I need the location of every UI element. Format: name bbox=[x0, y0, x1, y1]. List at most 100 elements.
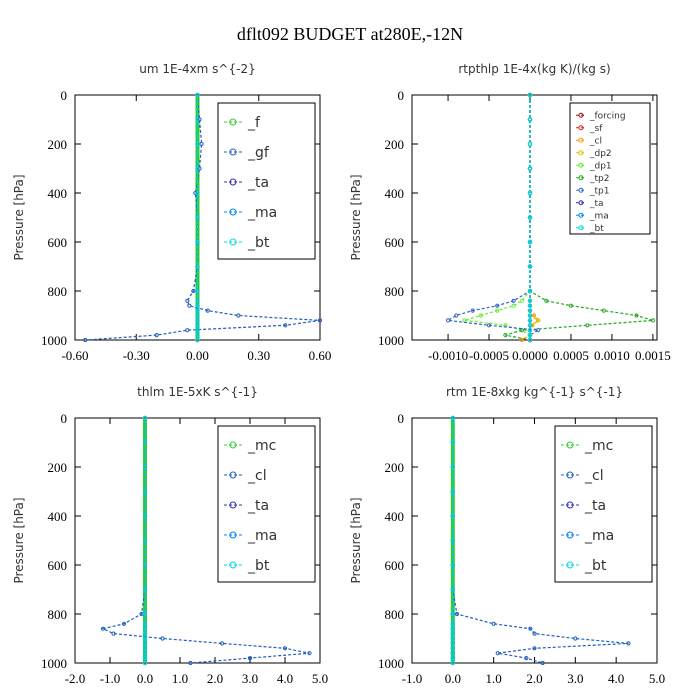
series-marker bbox=[536, 328, 541, 333]
series-marker bbox=[519, 328, 524, 333]
series-marker bbox=[450, 587, 455, 592]
y-tick-label: 800 bbox=[385, 284, 405, 299]
series-marker bbox=[142, 513, 148, 519]
series-marker bbox=[450, 562, 455, 568]
series-marker bbox=[142, 636, 148, 641]
series-marker bbox=[527, 166, 533, 171]
y-tick-label: 1000 bbox=[378, 333, 404, 348]
y-tick-label: 200 bbox=[48, 460, 68, 475]
series-marker bbox=[282, 646, 288, 651]
series-marker bbox=[142, 464, 148, 470]
y-tick-label: 0 bbox=[61, 411, 68, 426]
x-tick-label: -0.60 bbox=[61, 348, 88, 363]
series-marker bbox=[450, 489, 455, 494]
legend-label: _bt bbox=[589, 224, 604, 234]
series-marker bbox=[219, 641, 225, 646]
series-marker bbox=[195, 298, 200, 303]
series-marker bbox=[450, 626, 455, 631]
x-tick-label: 3.0 bbox=[242, 671, 258, 686]
series-marker bbox=[511, 303, 516, 308]
series-marker bbox=[527, 323, 533, 328]
y-tick-label: 0 bbox=[61, 88, 68, 103]
legend-label: _mc bbox=[584, 438, 613, 454]
legend-marker bbox=[229, 208, 237, 216]
legend-label: _gf bbox=[247, 145, 270, 161]
legend-label: _cl bbox=[589, 136, 602, 146]
series-marker bbox=[450, 464, 455, 470]
series-marker bbox=[519, 337, 524, 343]
x-tick-label: 0.0010 bbox=[594, 348, 630, 363]
series-marker bbox=[527, 92, 533, 98]
series-marker bbox=[195, 264, 200, 269]
series-marker bbox=[142, 587, 148, 592]
legend-marker bbox=[578, 200, 584, 206]
series-marker bbox=[511, 298, 516, 303]
x-tick-label: -2.0 bbox=[65, 671, 86, 686]
series-marker bbox=[519, 298, 524, 303]
legend-label: _ta bbox=[247, 498, 269, 514]
series-marker bbox=[478, 313, 483, 318]
y-tick-label: 800 bbox=[385, 607, 405, 622]
series-line bbox=[101, 418, 310, 664]
x-tick-label: -1.0 bbox=[100, 671, 121, 686]
legend-marker bbox=[229, 148, 237, 156]
y-tick-label: 1000 bbox=[41, 333, 67, 348]
panel-title: rtm 1E-8xkg kg^{-1} s^{-1} bbox=[446, 385, 623, 399]
panel: thlm 1E-5xK s^{-1} Pressure [hPa] -2.0 -1.0… bbox=[12, 385, 328, 686]
y-tick-label: 200 bbox=[385, 460, 405, 475]
series-marker bbox=[185, 298, 190, 303]
x-tick-label: 0.0015 bbox=[635, 348, 671, 363]
series-marker bbox=[532, 631, 537, 636]
series-marker bbox=[188, 660, 193, 666]
series-marker bbox=[142, 440, 148, 445]
legend-label: _bt bbox=[584, 558, 607, 574]
legend-marker bbox=[229, 531, 237, 539]
series-marker bbox=[317, 318, 323, 323]
series-marker bbox=[195, 117, 200, 122]
legend-marker bbox=[229, 441, 237, 449]
series-marker bbox=[197, 166, 202, 171]
series-marker bbox=[528, 626, 533, 631]
figure-title: dflt092 BUDGET at280E,-12N bbox=[237, 24, 463, 44]
series-marker bbox=[527, 328, 533, 333]
series-marker bbox=[195, 337, 200, 343]
legend-marker bbox=[229, 501, 237, 509]
series-marker bbox=[626, 641, 631, 646]
plot-frame bbox=[74, 417, 321, 664]
series-marker bbox=[195, 166, 200, 171]
x-tick-label: 4.0 bbox=[608, 671, 624, 686]
series-marker bbox=[142, 611, 148, 617]
panel: rtpthlp 1E-4x(kg K)/(kg s) Pressure [hPa]… bbox=[349, 62, 671, 363]
series-line bbox=[464, 95, 531, 340]
y-tick-label: 1000 bbox=[41, 656, 67, 671]
x-tick-label: 0.0 bbox=[137, 671, 153, 686]
series-marker bbox=[540, 660, 545, 666]
series-marker bbox=[142, 538, 148, 543]
legend-box bbox=[554, 425, 653, 583]
panel-title: um 1E-4xm s^{-2} bbox=[139, 62, 255, 76]
series-marker bbox=[195, 318, 200, 323]
legend-marker bbox=[566, 561, 574, 569]
legend-label: _bt bbox=[247, 558, 270, 574]
series-marker bbox=[450, 660, 455, 666]
plot-frame bbox=[411, 94, 658, 341]
series-marker bbox=[536, 318, 541, 323]
series-marker bbox=[142, 621, 148, 626]
y-tick-label: 1000 bbox=[378, 656, 404, 671]
series-marker bbox=[601, 308, 606, 313]
series-marker bbox=[454, 313, 459, 318]
legend-label: _mc bbox=[247, 438, 276, 454]
legend-box bbox=[569, 102, 651, 235]
y-tick-label: 400 bbox=[48, 509, 68, 524]
series-marker bbox=[454, 611, 460, 617]
series-marker bbox=[142, 489, 148, 494]
series-marker bbox=[247, 656, 253, 661]
legend-label: _forcing bbox=[589, 111, 626, 121]
series-marker bbox=[527, 190, 533, 196]
legend-label: _cl bbox=[247, 468, 267, 484]
legend-label: _sf bbox=[589, 124, 603, 134]
series-marker bbox=[462, 318, 467, 323]
x-tick-label: 1.0 bbox=[172, 671, 188, 686]
y-tick-label: 400 bbox=[385, 509, 405, 524]
y-tick-label: 200 bbox=[385, 137, 405, 152]
